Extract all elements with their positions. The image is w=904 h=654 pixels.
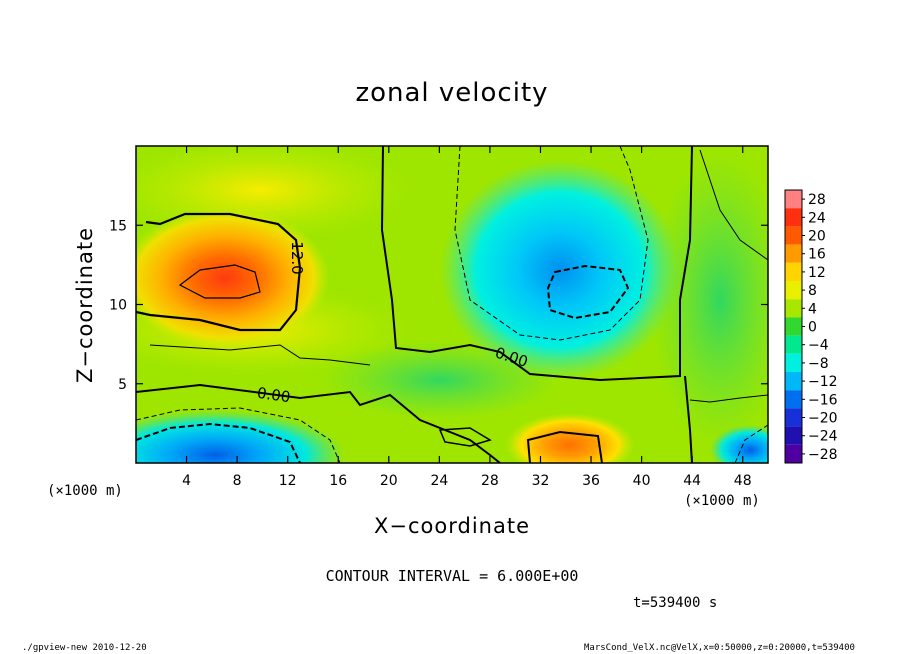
contour-zero-right <box>684 375 693 463</box>
colorbar-label: −28 <box>808 447 838 463</box>
colorbar-label: 24 <box>808 210 826 226</box>
x-tick-label: 16 <box>329 473 347 489</box>
contour-zero-lower <box>136 383 501 463</box>
x-tick-label: 4 <box>182 473 191 489</box>
x-unit-right: (×1000 m) <box>684 493 760 509</box>
contour-label: 12.0 <box>288 241 306 274</box>
footer-right: MarsCond_VelX.nc@VelX,x=0:50000,z=0:2000… <box>584 643 855 653</box>
x-tick-label: 12 <box>279 473 297 489</box>
colorbar: 28 24 20 16 12 8 4 0 −4 −8 −12 −16 −20 −24 −28 <box>784 189 838 464</box>
x-tick-label: 32 <box>532 473 550 489</box>
colorbar-swatch <box>785 372 802 391</box>
x-unit-left: (×1000 m) <box>47 483 123 499</box>
colorbar-label: 20 <box>808 229 826 245</box>
colorbar-swatch <box>785 190 802 209</box>
x-tick-label: 36 <box>582 473 600 489</box>
colorbar-label: 16 <box>808 247 826 263</box>
contour-12 <box>136 212 302 332</box>
colorbar-label: 0 <box>808 320 817 336</box>
colorbar-label: −24 <box>808 429 838 445</box>
contour-minus6-right <box>734 424 768 463</box>
x-tick-label: 40 <box>633 473 651 489</box>
colorbar-label: −12 <box>808 374 838 390</box>
x-tick-label: 28 <box>481 473 499 489</box>
field-surface-negative-right <box>710 425 768 463</box>
colorbar-label: 4 <box>808 301 817 317</box>
contour-small-island <box>438 427 492 447</box>
colorbar-swatch <box>785 299 802 318</box>
y-tick-label: 5 <box>118 377 127 393</box>
chart-title: zonal velocity <box>355 78 549 108</box>
colorbar-swatch <box>785 281 802 300</box>
contour-12-surface <box>526 430 603 463</box>
contour-interval: CONTOUR INTERVAL = 6.000E+00 <box>325 567 579 585</box>
contour-zero-upper <box>380 146 693 382</box>
y-tick-label: 15 <box>109 218 127 234</box>
contour-6-right <box>699 149 768 261</box>
contour-label-group: 12.00.000.00 <box>256 241 530 406</box>
field-surface-positive <box>505 413 635 463</box>
contour-zero-right-branch <box>689 394 768 403</box>
colorbar-swatch <box>785 408 802 427</box>
colorbar-label: −8 <box>808 356 829 372</box>
footer-left: ./gpview-new 2010-12-20 <box>22 643 147 653</box>
x-tick-label: 24 <box>430 473 448 489</box>
colorbar-swatch <box>785 262 802 281</box>
colorbar-label: 8 <box>808 283 817 299</box>
field-positive-core <box>136 208 330 348</box>
x-axis-label: X−coordinate <box>374 514 530 538</box>
contour-18 <box>178 264 261 299</box>
contour-minus12 <box>546 264 630 320</box>
time-stamp: t=539400 s <box>633 595 718 611</box>
colorbar-label: −20 <box>808 411 838 427</box>
contour-6-mid <box>149 344 371 366</box>
colorbar-swatch <box>785 208 802 227</box>
colorbar-label: 28 <box>808 192 826 208</box>
colorbar-label: −16 <box>808 392 838 408</box>
x-tick-label: 8 <box>233 473 242 489</box>
colorbar-swatch <box>785 444 802 463</box>
colorbar-label: 12 <box>808 265 826 281</box>
colorbar-swatch <box>785 226 802 245</box>
colorbar-swatch <box>785 426 802 445</box>
contour-minus6 <box>454 146 649 341</box>
contour-label: 0.00 <box>256 384 292 406</box>
colorbar-swatch <box>785 244 802 263</box>
x-tick-label: 20 <box>380 473 398 489</box>
contour-minus12-surface <box>136 422 301 463</box>
x-tick-label: 48 <box>734 473 752 489</box>
colorbar-swatch <box>785 353 802 372</box>
field-layer <box>136 146 768 463</box>
colorbar-swatch <box>785 390 802 409</box>
colorbar-swatch <box>785 317 802 336</box>
colorbar-label: −4 <box>808 338 829 354</box>
colorbar-swatch <box>785 335 802 354</box>
x-tick-label: 44 <box>683 473 701 489</box>
y-axis-label: Z−coordinate <box>73 227 97 383</box>
y-tick-label: 10 <box>109 298 127 314</box>
